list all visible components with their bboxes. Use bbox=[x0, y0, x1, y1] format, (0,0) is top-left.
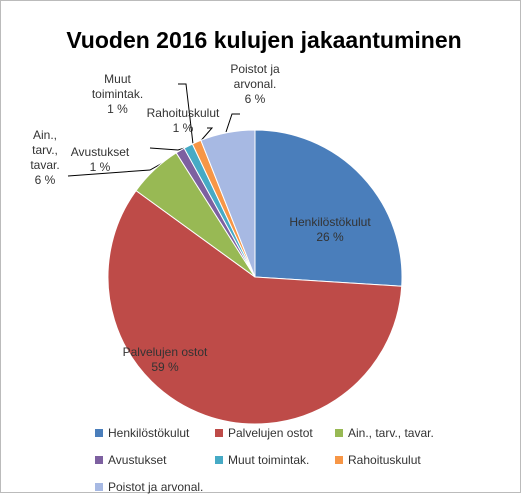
leader-line bbox=[178, 83, 194, 145]
legend-label: Poistot ja arvonal. bbox=[108, 480, 204, 494]
legend-label: Henkilöstökulut bbox=[108, 426, 190, 440]
data-label-name: Avustukset bbox=[70, 145, 130, 159]
legend-item: Palvelujen ostot bbox=[215, 426, 313, 440]
legend-swatch bbox=[215, 429, 223, 437]
legend-item: Ain., tarv., tavar. bbox=[335, 426, 434, 440]
pie-slice bbox=[254, 129, 403, 287]
data-label-value: 1 % bbox=[107, 102, 128, 116]
legend-swatch bbox=[335, 456, 343, 464]
data-label-name: Poistot ja arvonal. bbox=[230, 62, 280, 91]
legend-label: Ain., tarv., tavar. bbox=[348, 426, 434, 440]
data-label: Henkilöstökulut 26 % bbox=[280, 215, 380, 245]
data-label-name: Palvelujen ostot bbox=[122, 345, 208, 359]
data-label: Avustukset 1 % bbox=[65, 145, 135, 175]
legend-item: Rahoituskulut bbox=[335, 453, 421, 467]
legend-swatch bbox=[95, 483, 103, 491]
chart-title: Vuoden 2016 kulujen jakaantuminen bbox=[66, 27, 461, 53]
legend-item: Avustukset bbox=[95, 453, 166, 467]
data-label-value: 6 % bbox=[34, 173, 56, 187]
data-label-name: Henkilöstökulut bbox=[289, 215, 371, 229]
legend-label: Muut toimintak. bbox=[228, 453, 310, 467]
data-label-value: 1 % bbox=[172, 121, 194, 135]
data-label-name: Muut toimintak. bbox=[91, 72, 144, 101]
legend-swatch bbox=[215, 456, 223, 464]
legend-label: Palvelujen ostot bbox=[228, 426, 313, 440]
leader-line bbox=[225, 113, 240, 133]
pie-slice bbox=[200, 129, 256, 278]
legend-item: Muut toimintak. bbox=[215, 453, 309, 467]
data-label-value: 1 % bbox=[89, 160, 111, 174]
legend-swatch bbox=[335, 429, 343, 437]
data-label: Rahoituskulut 1 % bbox=[143, 106, 223, 136]
data-label-name: Rahoituskulut bbox=[146, 106, 220, 120]
data-label: Ain., tarv., tavar. 6 % bbox=[25, 128, 65, 188]
legend-item: Henkilöstökulut bbox=[95, 426, 189, 440]
data-label-value: 6 % bbox=[244, 92, 266, 106]
leader-line bbox=[197, 127, 214, 145]
data-label: Muut toimintak. 1 % bbox=[85, 72, 150, 117]
data-label-name: Ain., tarv., tavar. bbox=[30, 128, 60, 172]
data-label: Palvelujen ostot 59 % bbox=[110, 345, 220, 375]
legend-swatch bbox=[95, 429, 103, 437]
pie-slice bbox=[107, 189, 403, 425]
data-label-value: 59 % bbox=[151, 360, 179, 374]
data-label: Poistot ja arvonal. 6 % bbox=[220, 62, 290, 107]
data-label-value: 26 % bbox=[316, 230, 344, 244]
legend-swatch bbox=[95, 456, 103, 464]
legend-label: Avustukset bbox=[108, 453, 167, 467]
legend-label: Rahoituskulut bbox=[348, 453, 421, 467]
legend-item: Poistot ja arvonal. bbox=[95, 480, 203, 494]
